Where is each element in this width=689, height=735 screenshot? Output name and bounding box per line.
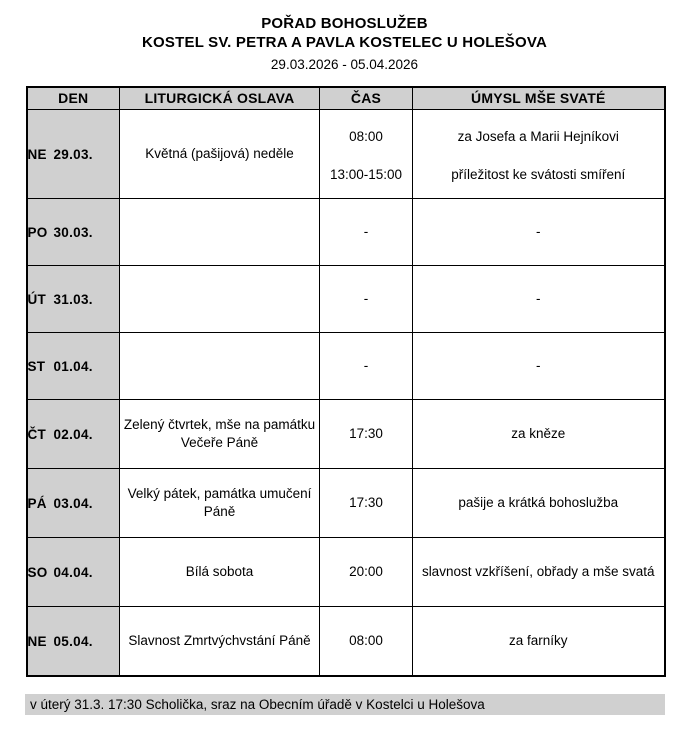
schedule-table-container: DEN LITURGICKÁ OSLAVA ČAS ÚMYSL MŠE SVAT… bbox=[25, 86, 666, 677]
page-header: POŘAD BOHOSLUŽEB KOSTEL SV. PETRA A PAVL… bbox=[0, 0, 689, 75]
table-row: ÚT 31.03. - - bbox=[26, 265, 665, 333]
table-row: NE 29.03. Květná (pašijová) neděle 08:00 … bbox=[26, 109, 665, 199]
day-date: 01.04. bbox=[53, 358, 93, 374]
intent-value-primary: za Josefa a Marii Hejníkovi bbox=[457, 129, 619, 144]
day-of-week: ČT bbox=[27, 426, 47, 442]
column-header-intent: ÚMYSL MŠE SVATÉ bbox=[412, 86, 665, 110]
table-header: DEN LITURGICKÁ OSLAVA ČAS ÚMYSL MŠE SVAT… bbox=[26, 86, 665, 110]
day-date: 04.04. bbox=[53, 564, 93, 580]
column-header-time: ČAS bbox=[319, 86, 413, 110]
day-of-week: ST bbox=[27, 358, 46, 374]
liturgy-cell: Květná (pašijová) neděle bbox=[119, 109, 320, 199]
day-cell: ČT 02.04. bbox=[26, 399, 120, 469]
liturgy-cell bbox=[119, 265, 320, 333]
day-cell: NE 05.04. bbox=[26, 606, 120, 677]
day-of-week: NE bbox=[27, 633, 47, 649]
day-cell: PO 30.03. bbox=[26, 198, 120, 266]
day-of-week: SO bbox=[27, 564, 48, 580]
day-cell: SO 04.04. bbox=[26, 537, 120, 607]
time-cell: - bbox=[319, 265, 413, 333]
day-cell: PÁ 03.04. bbox=[26, 468, 120, 538]
time-cell: 08:00 bbox=[319, 606, 413, 677]
page-title: POŘAD BOHOSLUŽEB bbox=[261, 15, 428, 32]
time-cell: - bbox=[319, 198, 413, 266]
time-cell: 08:00 13:00-15:00 bbox=[319, 109, 413, 199]
table-row: PO 30.03. - - bbox=[26, 198, 665, 266]
date-range: 29.03.2026 - 05.04.2026 bbox=[270, 57, 419, 72]
day-of-week: ÚT bbox=[27, 291, 47, 307]
day-of-week: PO bbox=[27, 224, 48, 240]
footer-note: v úterý 31.3. 17:30 Scholička, sraz na O… bbox=[25, 694, 665, 715]
time-cell: 20:00 bbox=[319, 537, 413, 607]
day-cell: NE 29.03. bbox=[26, 109, 120, 199]
time-cell: 17:30 bbox=[319, 399, 413, 469]
time-cell: 17:30 bbox=[319, 468, 413, 538]
table-row: PÁ 03.04. Velký pátek, památka umučení Pá… bbox=[26, 468, 665, 538]
liturgy-cell bbox=[119, 332, 320, 400]
liturgy-cell: Zelený čtvrtek, mše na památku Večeře Pá… bbox=[119, 399, 320, 469]
column-header-den: DEN bbox=[26, 86, 120, 110]
day-date: 30.03. bbox=[53, 224, 93, 240]
schedule-table: DEN LITURGICKÁ OSLAVA ČAS ÚMYSL MŠE SVAT… bbox=[25, 86, 666, 677]
table-row: SO 04.04. Bílá sobota 20:00 slavnost vzkř… bbox=[26, 537, 665, 607]
column-header-liturgy: LITURGICKÁ OSLAVA bbox=[119, 86, 320, 110]
liturgy-cell bbox=[119, 198, 320, 266]
day-date: 29.03. bbox=[53, 146, 93, 162]
intent-cell: - bbox=[412, 198, 665, 266]
time-cell: - bbox=[319, 332, 413, 400]
time-value-secondary: 13:00-15:00 bbox=[329, 167, 403, 182]
intent-cell: - bbox=[412, 265, 665, 333]
liturgy-cell: Velký pátek, památka umučení Páně bbox=[119, 468, 320, 538]
day-date: 05.04. bbox=[53, 633, 93, 649]
intent-value-secondary: příležitost ke svátosti smíření bbox=[451, 167, 626, 182]
table-row: ČT 02.04. Zelený čtvrtek, mše na památku … bbox=[26, 399, 665, 469]
day-of-week: PÁ bbox=[27, 495, 47, 511]
day-cell: ÚT 31.03. bbox=[26, 265, 120, 333]
intent-cell: za farníky bbox=[412, 606, 665, 677]
table-row: NE 05.04. Slavnost Zmrtvýchvstání Páně 08… bbox=[26, 606, 665, 677]
liturgy-cell: Slavnost Zmrtvýchvstání Páně bbox=[119, 606, 320, 677]
day-date: 03.04. bbox=[53, 495, 93, 511]
day-cell: ST 01.04. bbox=[26, 332, 120, 400]
page-subtitle-church: KOSTEL SV. PETRA A PAVLA KOSTELEC U HOLE… bbox=[142, 34, 547, 51]
day-date: 31.03. bbox=[53, 291, 93, 307]
time-value-primary: 08:00 bbox=[349, 129, 383, 144]
day-of-week: NE bbox=[27, 146, 47, 162]
table-header-row: DEN LITURGICKÁ OSLAVA ČAS ÚMYSL MŠE SVAT… bbox=[26, 86, 665, 110]
intent-cell: pašije a krátká bohoslužba bbox=[412, 468, 665, 538]
intent-cell: slavnost vzkříšení, obřady a mše svatá bbox=[412, 537, 665, 607]
day-date: 02.04. bbox=[53, 426, 93, 442]
intent-cell: za Josefa a Marii Hejníkovi příležitost … bbox=[412, 109, 665, 199]
liturgy-cell: Bílá sobota bbox=[119, 537, 320, 607]
intent-cell: za kněze bbox=[412, 399, 665, 469]
table-row: ST 01.04. - - bbox=[26, 332, 665, 400]
intent-cell: - bbox=[412, 332, 665, 400]
table-body: NE 29.03. Květná (pašijová) neděle 08:00 … bbox=[26, 109, 665, 677]
